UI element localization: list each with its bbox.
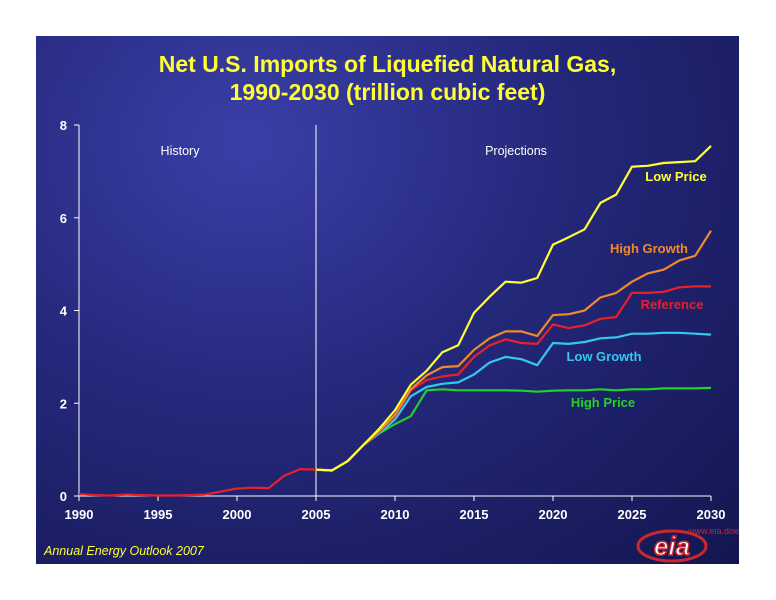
- x-tick-label: 2020: [539, 507, 568, 522]
- y-tick-label: 2: [60, 396, 67, 411]
- chart-title-line-1: Net U.S. Imports of Liquefied Natural Ga…: [158, 51, 617, 77]
- x-tick-label: 2005: [302, 507, 331, 522]
- series-line-high-price: [315, 386, 712, 472]
- series-line-high-growth: [315, 230, 712, 472]
- series-line-reference: [315, 285, 711, 472]
- series-label-low-growth: Low Growth: [566, 349, 641, 364]
- series-line-low-growth: [315, 331, 712, 472]
- x-tick-label: 1995: [144, 507, 173, 522]
- chart-title-line-2: 1990-2030 (trillion cubic feet): [229, 79, 546, 105]
- chart-title: Net U.S. Imports of Liquefied Natural Ga…: [36, 50, 739, 106]
- series-label-high-price: High Price: [571, 395, 635, 410]
- projections-label: Projections: [485, 144, 547, 158]
- source-note: Annual Energy Outlook 2007: [44, 544, 204, 558]
- axes: 1990 1995 2000 2005 2010 2015 2020 2025 2030 0 2 4 6…: [60, 118, 726, 522]
- logo-website: www.eia.doe.gov: [688, 526, 739, 536]
- x-tick-label: 2010: [381, 507, 410, 522]
- x-tick-label: 2000: [223, 507, 252, 522]
- x-tick-label: 2025: [618, 507, 647, 522]
- x-tick-label: 1990: [65, 507, 94, 522]
- series-line-history: [78, 468, 317, 497]
- chart-slide: 1990 1995 2000 2005 2010 2015 2020 2025 2030 0 2 4 6…: [36, 36, 739, 564]
- x-tick-label: 2030: [697, 507, 726, 522]
- series-label-reference: Reference: [641, 297, 704, 312]
- history-label: History: [161, 144, 201, 158]
- series-labels: Low Price High Growth Reference Low Growth H…: [566, 169, 706, 410]
- series-lines: [78, 145, 712, 497]
- eia-logo-text: eia: [654, 531, 690, 561]
- y-tick-label: 8: [60, 118, 67, 133]
- line-chart: 1990 1995 2000 2005 2010 2015 2020 2025 2030 0 2 4 6…: [60, 118, 726, 522]
- y-tick-label: 6: [60, 211, 67, 226]
- annotations: History Projections: [161, 125, 547, 496]
- y-tick-label: 4: [60, 304, 68, 319]
- series-label-low-price: Low Price: [645, 169, 706, 184]
- eia-logo: eia: [636, 529, 708, 563]
- series-label-high-growth: High Growth: [610, 241, 688, 256]
- series-line-low-price: [315, 145, 712, 472]
- y-tick-label: 0: [60, 489, 67, 504]
- x-tick-label: 2015: [460, 507, 489, 522]
